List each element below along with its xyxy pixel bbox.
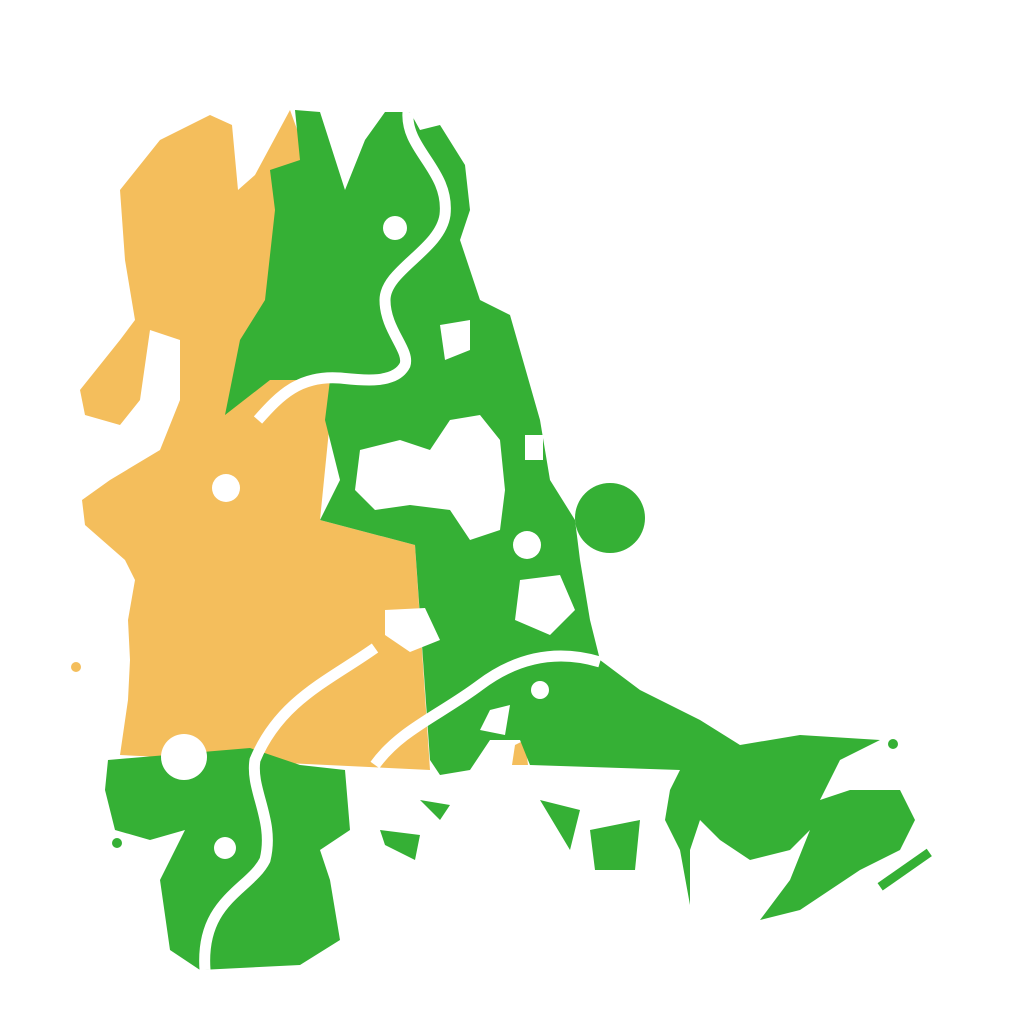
lake — [385, 608, 440, 652]
sand-main — [80, 110, 430, 770]
forest-islet — [888, 739, 898, 749]
forest-region — [105, 110, 932, 970]
pond — [161, 734, 207, 780]
river — [253, 111, 451, 424]
forest-main — [225, 110, 915, 920]
pond — [513, 531, 541, 559]
forest-south-island — [105, 748, 350, 970]
pond — [214, 837, 236, 859]
pond — [525, 435, 543, 460]
water-features — [161, 111, 602, 971]
river — [370, 650, 602, 769]
lake — [515, 575, 575, 635]
bay — [480, 705, 510, 735]
pond — [383, 216, 407, 240]
pond — [531, 681, 549, 699]
forest-islet — [112, 838, 122, 848]
pond — [212, 474, 240, 502]
river — [199, 643, 379, 971]
sand-islet — [71, 662, 81, 672]
forest-circle — [575, 483, 645, 553]
lake — [440, 320, 470, 360]
lake — [355, 415, 505, 540]
forest-pier — [877, 848, 932, 891]
forest-islets — [380, 800, 640, 870]
